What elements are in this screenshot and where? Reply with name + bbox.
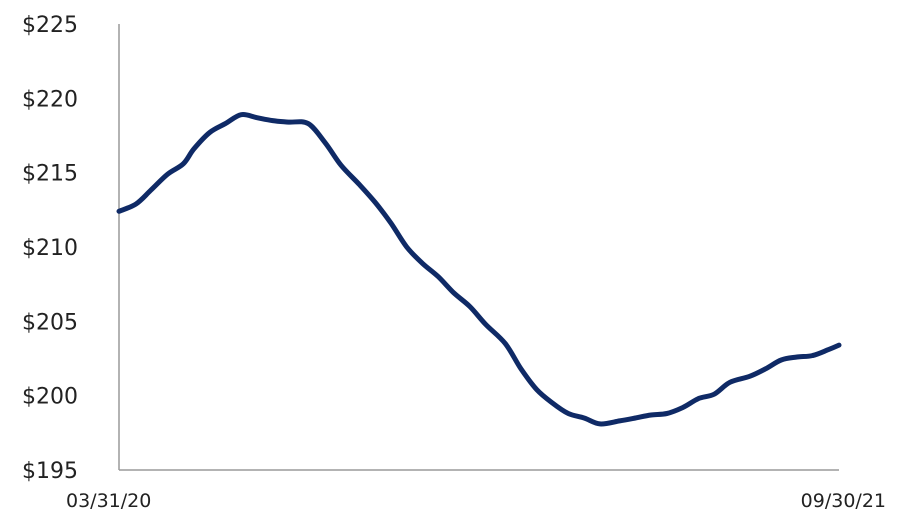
x-tick-label-end: 09/30/21	[801, 490, 886, 512]
y-tick-label: $195	[22, 459, 78, 484]
x-tick-label-start: 03/31/20	[66, 490, 151, 512]
y-axis-tick-labels: $195 $200 $205 $210 $215 $220 $225	[22, 13, 78, 484]
y-tick-label: $205	[22, 310, 78, 335]
x-axis-tick-labels: 03/31/20 09/30/21	[66, 490, 886, 512]
y-tick-label: $215	[22, 162, 78, 187]
y-tick-label: $225	[22, 13, 78, 38]
y-tick-label: $210	[22, 236, 78, 261]
y-tick-label: $220	[22, 87, 78, 112]
y-tick-label: $200	[22, 385, 78, 410]
series-line	[116, 112, 842, 427]
